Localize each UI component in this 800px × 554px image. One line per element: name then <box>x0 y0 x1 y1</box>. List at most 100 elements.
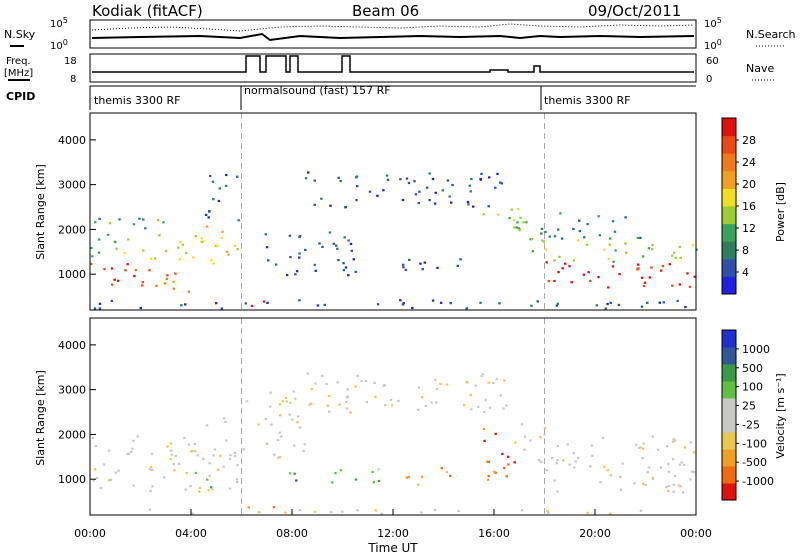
heatmap-cell <box>435 401 438 404</box>
heatmap-cell <box>163 282 167 285</box>
colorbar-swatch <box>722 483 736 501</box>
heatmap-cell <box>148 468 152 471</box>
heatmap-cell <box>191 450 194 453</box>
heatmap-cell <box>329 204 332 207</box>
heatmap-cell <box>134 268 138 272</box>
heatmap-cell <box>643 281 647 284</box>
heatmap-cell <box>621 462 624 465</box>
heatmap-cell <box>132 223 136 226</box>
heatmap-cell <box>544 248 548 251</box>
heatmap-cell <box>487 381 490 384</box>
heatmap-cell <box>117 279 120 282</box>
heatmap-cell <box>237 219 240 222</box>
heatmap-cell <box>193 442 196 446</box>
heatmap-cell <box>126 263 129 266</box>
heatmap-cell <box>212 198 215 201</box>
heatmap-cell <box>611 265 615 268</box>
heatmap-cell <box>529 439 532 442</box>
heatmap-cell <box>170 453 174 456</box>
colorbar-tick-label: -500 <box>742 456 767 469</box>
heatmap-cell <box>434 378 437 381</box>
heatmap-cell <box>308 403 311 406</box>
x-tick-label: 00:00 <box>680 527 712 540</box>
colorbar-tick-label: -25 <box>742 418 760 431</box>
heatmap-cell <box>131 447 134 450</box>
heatmap-cell <box>503 379 506 382</box>
heatmap-cell <box>421 396 424 399</box>
heatmap-cell <box>124 269 127 272</box>
cpid-label: CPID <box>6 90 35 103</box>
heatmap-cell <box>693 275 696 278</box>
heatmap-cell <box>194 471 198 475</box>
heatmap-cell <box>667 462 670 466</box>
colorbar-tick-label: 28 <box>742 134 756 147</box>
heatmap-cell <box>337 176 340 179</box>
heatmap-cell <box>111 283 114 286</box>
colorbar-swatch <box>722 206 736 225</box>
heatmap-cell <box>288 472 292 475</box>
heatmap-cell <box>172 463 175 466</box>
nsearch-tick-top: 105 <box>704 16 722 30</box>
heatmap-cell <box>285 400 288 403</box>
heatmap-cell <box>673 474 677 478</box>
heatmap-cell <box>556 490 559 493</box>
heatmap-cell <box>310 388 313 391</box>
velocity-plot-frame <box>89 317 697 516</box>
heatmap-cell <box>98 307 102 310</box>
heatmap-cell <box>402 302 405 305</box>
heatmap-cell <box>530 238 534 241</box>
heatmap-cell <box>529 238 532 241</box>
heatmap-cell <box>345 407 349 410</box>
heatmap-cell <box>269 391 272 394</box>
heatmap-cell <box>318 242 321 245</box>
nsearch-tick-bottom: 100 <box>704 38 722 52</box>
heatmap-cell <box>346 395 349 398</box>
nsky-tick-bottom: 100 <box>50 38 68 52</box>
heatmap-cell <box>224 184 228 187</box>
heatmap-cell <box>672 490 675 493</box>
heatmap-cell <box>336 247 339 250</box>
power-colorbar-label: Power [dB] <box>774 182 787 242</box>
heatmap-cell <box>347 274 350 277</box>
heatmap-cell <box>660 269 663 272</box>
heatmap-cell <box>583 236 586 239</box>
y-tick-label: 4000 <box>58 339 86 352</box>
heatmap-cell <box>472 205 475 208</box>
heatmap-cell <box>648 276 651 279</box>
heatmap-cell <box>224 420 227 423</box>
heatmap-cell <box>624 242 627 245</box>
heatmap-cell <box>236 175 239 178</box>
heatmap-cell <box>208 474 211 477</box>
heatmap-cell <box>479 301 482 304</box>
heatmap-cell <box>408 258 411 261</box>
heatmap-cell <box>411 306 414 310</box>
time-xaxis: 00:00 04:00 08:00 12:00 16:00 20:00 00:00 <box>74 509 712 540</box>
heatmap-cell <box>233 451 237 454</box>
heatmap-cell <box>642 482 645 485</box>
heatmap-cell <box>520 509 524 512</box>
heatmap-cell <box>103 268 106 271</box>
heatmap-cell <box>291 418 294 421</box>
heatmap-cell <box>417 202 420 205</box>
heatmap-cell <box>661 265 665 268</box>
heatmap-cell <box>235 478 239 481</box>
heatmap-cell <box>277 456 280 459</box>
heatmap-cell <box>210 486 213 489</box>
heatmap-cell <box>306 372 309 375</box>
heatmap-cell <box>522 221 525 224</box>
velocity-colorbar: 1000 500 100 25 -25 -100 -500 -1000 <box>721 329 774 501</box>
heatmap-cell <box>173 469 176 472</box>
heatmap-cell <box>206 225 209 228</box>
colorbar-swatch <box>722 398 736 416</box>
heatmap-cell <box>170 449 173 452</box>
heatmap-cell <box>642 284 646 288</box>
heatmap-cell <box>304 248 307 251</box>
heatmap-cell <box>548 235 551 238</box>
heatmap-cell <box>289 256 292 259</box>
heatmap-cell <box>216 468 220 471</box>
heatmap-cell <box>407 181 411 185</box>
heatmap-cell <box>482 427 486 430</box>
heatmap-cell <box>356 509 359 512</box>
colorbar-swatch <box>722 276 736 295</box>
heatmap-cell <box>294 397 297 400</box>
